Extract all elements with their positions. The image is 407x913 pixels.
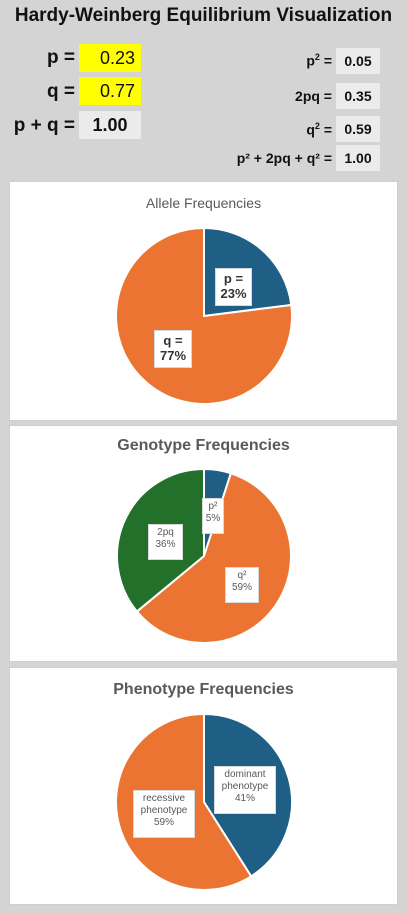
pie-chart-svg xyxy=(116,467,292,644)
sum-label: p + q = xyxy=(13,115,75,136)
phenotype-chart-title: Phenotype Frequencies xyxy=(113,681,294,698)
data-label-name: p = xyxy=(223,271,244,286)
q-label: q = xyxy=(47,81,75,102)
data-label-q: q² 59% xyxy=(225,567,259,603)
data-label-percent: 23% xyxy=(220,286,247,301)
p2-value: 0.05 xyxy=(336,48,380,74)
page-title: Hardy-Weinberg Equilibrium Visualization xyxy=(14,5,393,26)
data-label-name: 2pq xyxy=(157,527,174,538)
data-label-percent: 41% xyxy=(234,793,255,804)
p-input[interactable]: 0.23 xyxy=(79,44,141,72)
genotype-chart-title: Genotype Frequencies xyxy=(117,437,290,454)
q2-label: q2 = xyxy=(306,121,332,138)
total-value: 1.00 xyxy=(336,145,380,171)
pie-chart-svg xyxy=(115,712,293,891)
data-label-p: p² 5% xyxy=(202,498,224,534)
data-label-percent: 59% xyxy=(231,582,252,593)
data-label-name: q² xyxy=(237,570,247,581)
allele-chart-panel: Allele Frequencies p = 23% q = 77% xyxy=(9,181,398,421)
pie-chart-svg xyxy=(115,226,293,405)
phenotype-chart-panel: Phenotype Frequencies dominant phenotype… xyxy=(9,667,398,905)
allele-chart-title: Allele Frequencies xyxy=(145,195,262,211)
q-input[interactable]: 0.77 xyxy=(79,77,141,105)
data-label-percent: 59% xyxy=(153,817,174,828)
data-label-name: recessive phenotype xyxy=(140,793,188,816)
sum-value: 1.00 xyxy=(79,111,141,139)
data-label-name: p² xyxy=(208,501,218,512)
p-label: p = xyxy=(47,47,75,68)
data-label-percent: 36% xyxy=(155,539,176,550)
data-label-percent: 5% xyxy=(205,513,221,524)
data-label-dominant-phenotype: dominant phenotype 41% xyxy=(214,766,276,814)
q2-value: 0.59 xyxy=(336,116,380,142)
data-label-name: dominant phenotype xyxy=(221,769,269,792)
data-label-percent: 77% xyxy=(159,348,187,363)
data-label-name: q = xyxy=(163,333,183,348)
data-label-recessive-phenotype: recessive phenotype 59% xyxy=(133,790,195,838)
2pq-label: 2pq = xyxy=(295,88,332,104)
data-label-p: p = 23% xyxy=(215,268,252,306)
p2-label: p2 = xyxy=(306,52,332,69)
data-label-q: q = 77% xyxy=(154,330,192,368)
2pq-value: 0.35 xyxy=(336,83,380,109)
data-label-2pq: 2pq 36% xyxy=(148,524,183,560)
total-label: p² + 2pq + q² = xyxy=(236,150,332,166)
genotype-chart-panel: Genotype Frequencies p² 5% q² 59% 2pq 36% xyxy=(9,425,398,662)
